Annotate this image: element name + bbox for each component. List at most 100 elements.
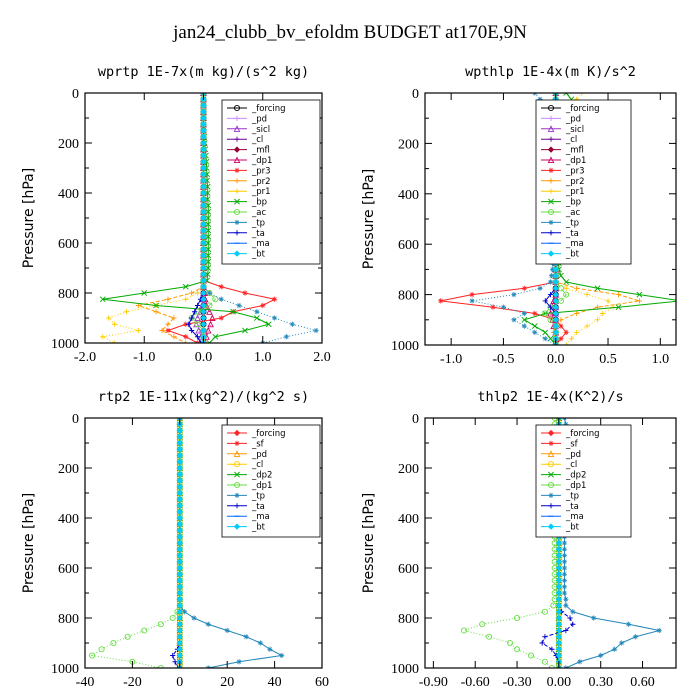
legend-marker: [547, 450, 555, 457]
data-point: [563, 291, 570, 298]
data-point: [547, 292, 554, 298]
y-tick-label: 800: [58, 287, 79, 302]
data-point: [577, 659, 583, 665]
data-point: [555, 652, 563, 659]
data-point: [558, 336, 564, 342]
x-tick-label: 1.0: [254, 350, 272, 365]
legend-entry: _sicl: [541, 125, 584, 135]
data-point: [205, 252, 212, 259]
data-point: [561, 552, 568, 559]
legend-entry: _tp: [227, 218, 265, 228]
data-point: [200, 296, 207, 303]
data-point: [157, 664, 164, 668]
x-tick-label: -20: [123, 675, 142, 690]
x-tick-label: -2.0: [74, 350, 96, 365]
legend-marker: [234, 503, 240, 509]
data-point: [200, 146, 207, 153]
legend-label: _mfl: [565, 146, 584, 156]
data-point: [200, 171, 207, 178]
legend-entry: _ta: [541, 229, 579, 239]
data-point: [513, 614, 521, 622]
data-point: [563, 279, 570, 285]
data-point: [204, 326, 212, 334]
data-point: [236, 659, 242, 665]
data-point: [511, 317, 517, 323]
data-point: [205, 221, 212, 228]
legend-box: [221, 424, 321, 538]
y-tick-label: 600: [398, 238, 419, 253]
data-point: [469, 298, 475, 304]
data-point: [612, 646, 618, 652]
data-point: [542, 634, 548, 640]
data-point: [106, 315, 112, 321]
data-point: [176, 452, 183, 459]
data-point: [537, 96, 543, 102]
data-point: [176, 427, 183, 434]
data-point: [615, 292, 622, 298]
legend-entry: _dp2: [541, 471, 586, 481]
data-point: [555, 633, 563, 640]
legend-entry: _dp1: [541, 481, 586, 491]
legend-label: _mfl: [251, 146, 270, 156]
legend-entry: _pd: [227, 114, 267, 124]
data-point: [558, 272, 564, 279]
data-point: [527, 652, 535, 659]
data-point: [563, 596, 569, 602]
data-point: [500, 304, 507, 310]
data-point: [555, 539, 563, 547]
data-point: [195, 326, 203, 334]
legend-label: _pr1: [251, 187, 271, 197]
data-point: [236, 302, 242, 309]
legend-marker: [234, 115, 240, 121]
y-tick-label: 0: [412, 412, 419, 427]
data-point: [194, 321, 201, 328]
legend-label: _dp1: [251, 481, 272, 491]
legend-marker: [234, 178, 240, 184]
data-point: [200, 152, 207, 159]
data-point: [191, 615, 197, 621]
data-point: [200, 114, 207, 122]
data-point: [189, 290, 195, 296]
legend-label: _ac: [565, 208, 580, 218]
data-point: [260, 302, 266, 309]
legend-marker: [548, 188, 554, 194]
data-point: [243, 634, 249, 640]
data-point: [289, 321, 295, 327]
legend-marker: [547, 250, 555, 257]
data-point: [542, 336, 548, 342]
data-point: [176, 627, 183, 634]
y-tick-label: 400: [398, 188, 419, 203]
x-tick-label: 1.0: [652, 352, 670, 367]
data-point: [541, 608, 548, 615]
data-point: [548, 664, 555, 668]
legend-marker: [234, 219, 240, 225]
legend-marker: [547, 523, 555, 530]
data-point: [200, 258, 207, 265]
data-point: [206, 340, 213, 343]
legend-label: _ma: [251, 239, 270, 249]
data-point: [123, 309, 130, 315]
data-point: [313, 327, 319, 334]
data-point: [552, 272, 559, 279]
y-axis-label: Pressure [hPa]: [21, 493, 37, 593]
data-point: [200, 177, 207, 184]
data-point: [242, 290, 248, 296]
legend-entry: _mfl: [541, 146, 584, 156]
legend-marker: [548, 440, 554, 446]
data-point: [567, 615, 573, 621]
data-point: [89, 652, 96, 659]
y-tick-label: 600: [398, 562, 419, 577]
data-point: [230, 308, 237, 315]
x-tick-label: -0.5: [492, 352, 514, 367]
data-point: [165, 321, 171, 327]
legend-label: _cl: [251, 460, 263, 470]
data-point: [555, 596, 563, 603]
legend-label: _forcing: [251, 429, 286, 439]
data-point: [511, 292, 517, 298]
data-point: [561, 546, 568, 552]
legend-marker: [234, 198, 240, 205]
y-tick-label: 200: [58, 137, 79, 152]
x-tick-label: 0.0: [195, 350, 213, 365]
legend-marker: [548, 136, 554, 142]
